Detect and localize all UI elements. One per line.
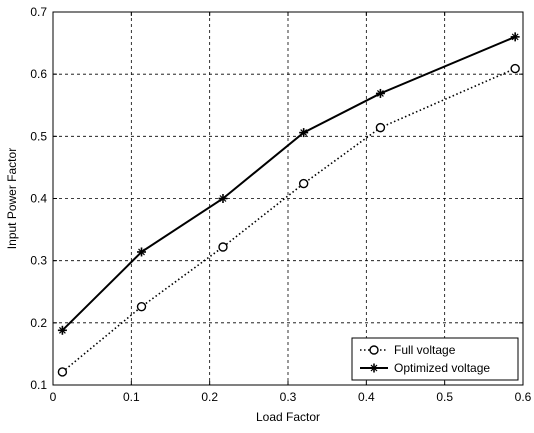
series-group bbox=[57, 32, 520, 377]
legend-label-full-voltage: Full voltage bbox=[394, 343, 456, 357]
legend: Full voltage Optimized voltage bbox=[351, 337, 519, 381]
legend-box bbox=[351, 337, 519, 381]
data-point-optimized-voltage bbox=[137, 247, 147, 257]
data-point-full-voltage bbox=[57, 367, 68, 377]
x-tick-label: 0.3 bbox=[280, 390, 297, 404]
x-tick-label: 0.2 bbox=[201, 390, 218, 404]
data-point-optimized-voltage bbox=[510, 32, 520, 42]
y-tick-label: 0.3 bbox=[30, 254, 47, 268]
legend-item-optimized-voltage: Optimized voltage bbox=[360, 361, 490, 375]
y-tick-label: 0.6 bbox=[30, 67, 47, 81]
legend-marker-optimized-voltage bbox=[369, 363, 379, 373]
x-tick-label: 0 bbox=[50, 390, 57, 404]
y-tick-label: 0.5 bbox=[30, 129, 47, 143]
x-tick-label: 0.4 bbox=[358, 390, 375, 404]
series-optimized-voltage bbox=[57, 32, 520, 335]
legend-marker-optimized-voltage-stroke-d2 bbox=[370, 364, 378, 372]
legend-item-full-voltage: Full voltage bbox=[360, 343, 456, 357]
data-point-full-voltage bbox=[510, 63, 520, 74]
grid-lines bbox=[53, 12, 523, 385]
data-point-optimized-voltage-stroke-d2 bbox=[300, 129, 308, 137]
y-tick-label: 0.2 bbox=[30, 316, 47, 330]
x-tick-label: 0.1 bbox=[123, 390, 140, 404]
y-tick-label: 0.7 bbox=[30, 5, 47, 19]
data-point-optimized-voltage bbox=[375, 88, 385, 98]
x-tick-label: 0.6 bbox=[515, 390, 532, 404]
legend-marker-full-voltage bbox=[369, 345, 379, 355]
data-point-full-voltage bbox=[218, 242, 228, 252]
data-point-optimized-voltage-stroke-d2 bbox=[219, 195, 227, 202]
axis-ticks: 0 0.1 0.2 0.3 0.4 0.5 0.60.10.20.30.40.50.60.7 bbox=[30, 5, 531, 404]
data-point-optimized-voltage bbox=[57, 325, 67, 335]
data-point-optimized-voltage-stroke-d2 bbox=[138, 248, 145, 256]
x-axis-label: Load Factor bbox=[256, 410, 320, 424]
legend-items: Full voltage Optimized voltage bbox=[360, 343, 490, 375]
y-axis-label: Input Power Factor bbox=[5, 148, 19, 249]
legend-label-optimized-voltage: Optimized voltage bbox=[394, 361, 490, 375]
data-point-full-voltage bbox=[136, 301, 147, 312]
data-point-optimized-voltage bbox=[299, 128, 309, 138]
data-point-optimized-voltage bbox=[218, 194, 228, 203]
y-tick-label: 0.1 bbox=[30, 378, 47, 392]
y-tick-label: 0.4 bbox=[30, 192, 47, 206]
data-point-optimized-voltage-stroke-d2 bbox=[377, 90, 384, 97]
series-full-voltage bbox=[57, 63, 520, 377]
series-line-optimized-voltage bbox=[61, 35, 516, 332]
data-point-optimized-voltage-stroke-d2 bbox=[58, 326, 66, 334]
data-point-full-voltage bbox=[298, 178, 309, 189]
series-line-full-voltage bbox=[61, 67, 516, 373]
data-point-full-voltage bbox=[375, 122, 386, 133]
data-point-optimized-voltage-stroke-d2 bbox=[511, 33, 519, 41]
x-tick-label: 0.5 bbox=[436, 390, 453, 404]
